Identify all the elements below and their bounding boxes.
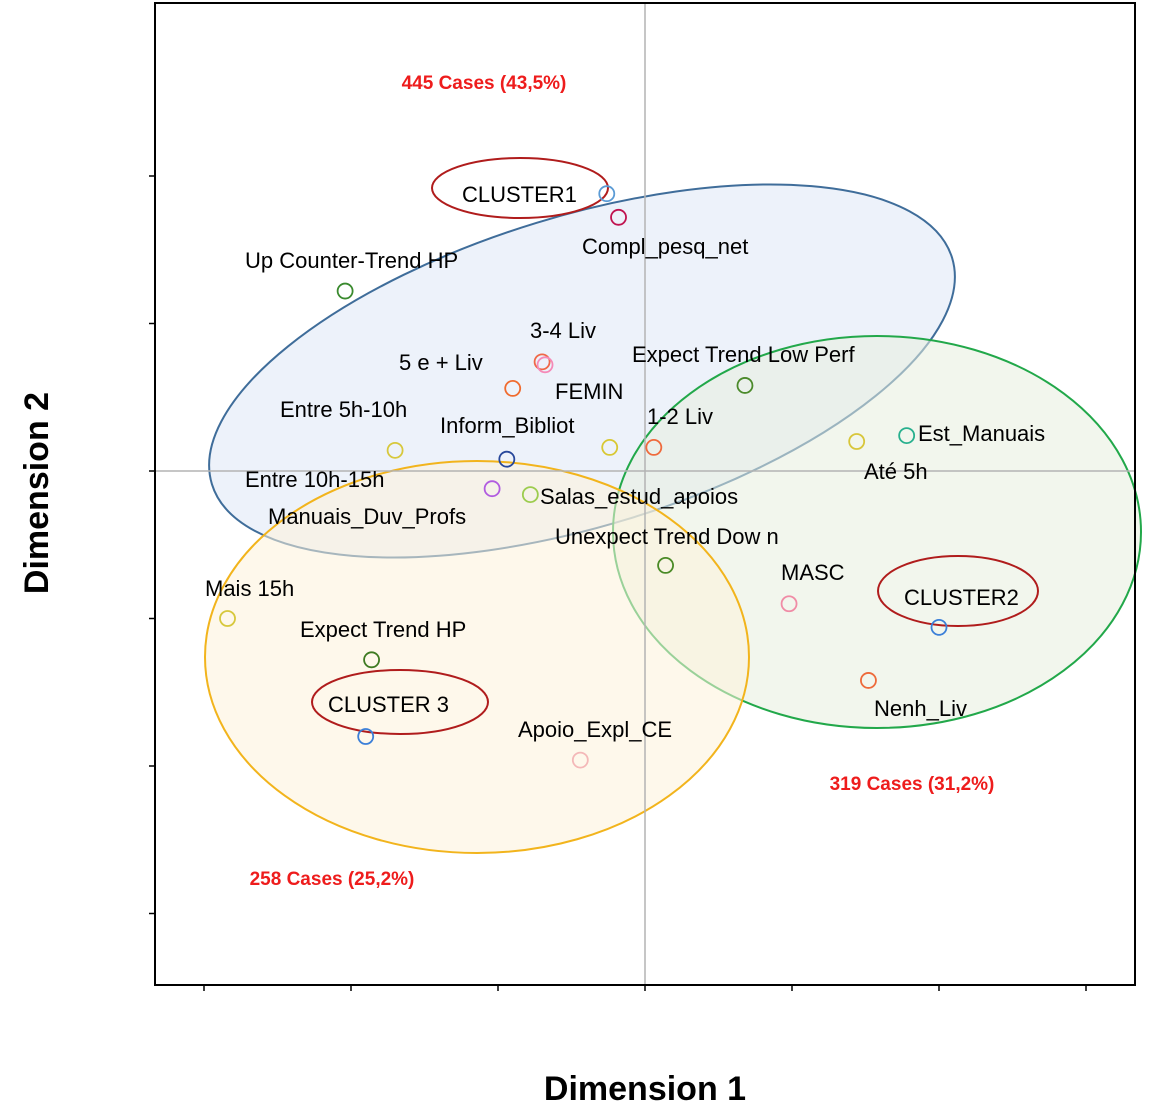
data-point: [848, 433, 866, 450]
point-label: Manuais_Duv_Profs: [268, 504, 466, 529]
data-point: [657, 557, 674, 574]
point-label: Expect Trend HP: [300, 617, 466, 642]
point-label: Até 5h: [864, 459, 928, 484]
cluster-ellipse-3: [204, 460, 750, 854]
data-point: [386, 441, 404, 459]
data-point: [898, 427, 916, 445]
data-points: [219, 185, 948, 769]
data-point: [860, 672, 877, 689]
cluster-highlight-ovals: [311, 157, 1039, 735]
cluster-name-label: CLUSTER1: [462, 182, 577, 207]
point-label: MASC: [781, 560, 845, 585]
data-point: [483, 480, 501, 498]
cluster-name-label: CLUSTER 3: [328, 692, 449, 717]
data-point: [780, 595, 798, 613]
cluster-case-count: 445 Cases (43,5%): [402, 73, 567, 94]
y-axis-label: Dimension 2: [18, 392, 56, 594]
point-label: 5 e + Liv: [399, 350, 483, 375]
point-label: Inform_Bibliot: [440, 413, 575, 438]
point-label: Est_Manuais: [918, 421, 1045, 446]
point-label: Apoio_Expl_CE: [518, 717, 672, 742]
data-point: [536, 356, 554, 374]
data-point: [504, 379, 522, 397]
point-label: Entre 5h-10h: [280, 397, 407, 422]
cluster-case-count: 319 Cases (31,2%): [830, 774, 995, 795]
point-label: Nenh_Liv: [874, 696, 967, 721]
cluster-case-labels: 445 Cases (43,5%) 319 Cases (31,2%) 258 Ca…: [250, 73, 995, 890]
cluster-case-count: 258 Cases (25,2%): [250, 869, 415, 890]
data-point: [219, 610, 236, 627]
point-label: Compl_pesq_net: [582, 234, 748, 259]
data-point: [601, 438, 619, 456]
cluster-highlight-oval-2: [877, 555, 1039, 627]
point-label: Mais 15h: [205, 576, 294, 601]
point-label: 3-4 Liv: [530, 318, 596, 343]
data-point: [645, 438, 663, 456]
data-point: [357, 728, 375, 745]
data-point: [533, 353, 551, 371]
data-point: [498, 450, 516, 468]
data-point: [571, 751, 589, 769]
data-point: [336, 282, 354, 300]
cluster-highlight-oval-1: [431, 157, 609, 219]
point-label: Unexpect Trend Dow n: [555, 524, 779, 549]
data-point: [736, 377, 754, 394]
cluster-ellipses: [204, 183, 1142, 854]
plot-axes: [149, 2, 1136, 991]
point-labels: CLUSTER1 Compl_pesq_net Up Counter-Trend H…: [205, 182, 1045, 742]
point-label: FEMIN: [555, 379, 623, 404]
data-point: [930, 618, 948, 636]
point-label: Up Counter-Trend HP: [245, 248, 458, 273]
cluster-name-label: CLUSTER2: [904, 585, 1019, 610]
point-label: Salas_estud_apoios: [540, 484, 738, 509]
point-label: Entre 10h-15h: [245, 467, 384, 492]
cluster-highlight-oval-3: [311, 669, 489, 735]
data-point: [598, 185, 616, 203]
data-point: [521, 486, 539, 504]
data-point: [610, 208, 627, 226]
data-point: [363, 651, 380, 669]
x-axis-label: Dimension 1: [544, 1070, 746, 1108]
point-label: 1-2 Liv: [647, 404, 713, 429]
point-label: Expect Trend Low Perf: [632, 342, 855, 367]
